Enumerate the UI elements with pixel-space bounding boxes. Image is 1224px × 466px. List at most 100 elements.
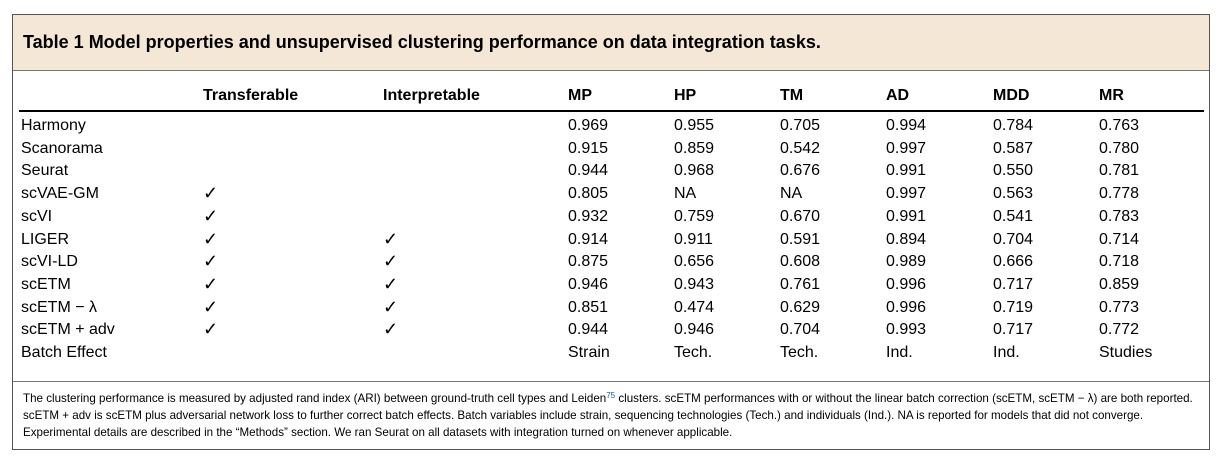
cell-tm: 0.591 [780,230,821,248]
cell-model: scVI [21,207,53,225]
cell-ad: 0.989 [886,253,927,271]
cell-interpretable: ✓ [383,251,399,272]
cell-tm: NA [780,185,803,203]
header-interpretable: Interpretable [383,87,480,104]
cell-hp: 0.955 [674,117,715,134]
cell-interpretable: ✓ [383,319,399,340]
cell-tm: 0.761 [780,275,821,293]
cell-mdd: Ind. [993,344,1020,361]
cell-tm: 0.629 [780,298,821,316]
table-caption-bar: Table 1 Model properties and unsupervise… [13,15,1209,71]
footnote-text-1: The clustering performance is measured b… [23,392,607,405]
cell-hp: 0.943 [674,275,715,293]
header-rule [19,110,1204,112]
header-mdd: MDD [993,87,1030,104]
cell-transferable: ✓ [203,319,219,340]
cell-model: Harmony [21,117,86,134]
cell-tm: 0.542 [780,139,821,157]
cell-hp: Tech. [674,344,713,361]
cell-hp: 0.911 [674,230,713,248]
table-row: scETM − λ ✓ ✓ 0.851 0.474 0.629 0.996 0.719 0.77… [13,296,1209,319]
cell-interpretable: ✓ [383,228,399,249]
table-row: LIGER ✓ ✓ 0.914 0.911 0.591 0.894 0.704 0.714 [13,228,1209,251]
cell-mp: 0.805 [568,185,609,203]
cell-transferable: ✓ [203,251,219,272]
cell-tm: 0.670 [780,207,821,225]
cell-ad: 0.894 [886,230,927,248]
cell-mp: 0.944 [568,321,609,339]
cell-mp: 0.932 [568,207,609,225]
cell-model: scVAE-GM [21,185,99,203]
cell-ad: Ind. [886,344,913,361]
cell-mp: 0.914 [568,230,609,248]
cell-ad: 0.991 [886,162,927,180]
cell-mr: 0.714 [1099,230,1140,248]
cell-mdd: 0.563 [993,185,1034,203]
cell-tm: Tech. [780,344,819,361]
footer-rule [13,381,1209,382]
cell-mr: Studies [1099,344,1153,361]
cell-tm: 0.704 [780,321,821,339]
cell-mr: 0.781 [1099,162,1140,180]
cell-hp: 0.759 [674,207,715,225]
cell-mdd: 0.550 [993,162,1034,180]
cell-mdd: 0.784 [993,117,1034,134]
cell-interpretable: ✓ [383,296,399,317]
table-title: Table 1 Model properties and unsupervise… [23,32,821,52]
cell-mr: 0.772 [1099,321,1140,339]
table-row: scVI-LD ✓ ✓ 0.875 0.656 0.608 0.989 0.666 0.718 [13,250,1209,273]
cell-mp: 0.875 [568,253,609,271]
cell-ad: 0.997 [886,185,927,203]
cell-model: LIGER [21,230,70,248]
cell-hp: 0.656 [674,253,715,271]
cell-transferable: ✓ [203,296,219,317]
cell-interpretable: ✓ [383,273,399,294]
cell-mr: 0.718 [1099,253,1140,271]
cell-mdd: 0.666 [993,253,1034,271]
cell-mr: 0.780 [1099,139,1140,157]
cell-model: scETM + adv [21,321,115,339]
cell-mp: 0.969 [568,117,609,134]
cell-mdd: 0.719 [993,298,1034,316]
header-tm: TM [780,87,804,104]
header-mp: MP [568,87,592,104]
cell-mp: 0.915 [568,139,609,157]
cell-mp: Strain [568,344,610,361]
footnote-text-2: clusters. scETM performances with or wit… [23,392,1193,439]
table-row: Batch Effect Strain Tech. Tech. Ind. Ind. Stud… [13,341,1209,364]
table-row: scETM ✓ ✓ 0.946 0.943 0.761 0.996 0.717 0.859 [13,273,1209,296]
cell-mr: 0.773 [1099,298,1140,316]
cell-model: Scanorama [21,139,103,157]
cell-mp: 0.946 [568,275,609,293]
cell-mr: 0.778 [1099,185,1140,203]
cell-mdd: 0.717 [993,321,1034,339]
header-hp: HP [674,87,697,104]
cell-mp: 0.851 [568,298,609,316]
header-mr: MR [1099,87,1124,104]
cell-mdd: 0.717 [993,275,1034,293]
table-row: scETM + adv ✓ ✓ 0.944 0.946 0.704 0.993 0.717 0.… [13,318,1209,341]
cell-ad: 0.991 [886,207,927,225]
cell-mr: 0.783 [1099,207,1140,225]
footnote-reference[interactable]: 75 [606,391,616,400]
cell-transferable: ✓ [203,273,219,294]
cell-hp: 0.859 [674,139,715,157]
cell-ad: 0.994 [886,117,927,134]
table-frame: Table 1 Model properties and unsupervise… [12,14,1210,450]
cell-tm: 0.705 [780,117,821,134]
cell-transferable: ✓ [203,205,219,226]
cell-transferable: ✓ [203,183,219,204]
header-transferable: Transferable [203,87,299,104]
cell-transferable: ✓ [203,228,219,249]
cell-model: Seurat [21,162,69,180]
cell-model: scETM − λ [21,298,98,316]
cell-mp: 0.944 [568,162,609,180]
table-row: Seurat 0.944 0.968 0.676 0.991 0.550 0.781 [13,159,1209,182]
cell-tm: 0.608 [780,253,821,271]
table-row: scVAE-GM ✓ 0.805 NA NA 0.997 0.563 0.778 [13,182,1209,205]
cell-hp: 0.946 [674,321,715,339]
cell-ad: 0.993 [886,321,927,339]
cell-ad: 0.996 [886,275,927,293]
cell-model: Batch Effect [21,344,107,361]
cell-ad: 0.996 [886,298,927,316]
